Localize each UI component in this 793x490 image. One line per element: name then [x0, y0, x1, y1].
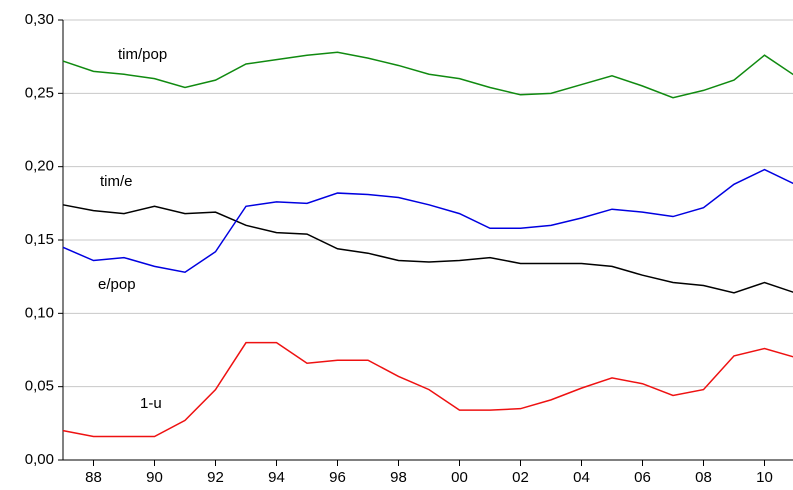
- x-tick-label: 90: [146, 469, 163, 486]
- x-tick-label: 00: [451, 469, 468, 486]
- series-label: tim/pop: [118, 46, 167, 63]
- x-tick-label: 10: [756, 469, 773, 486]
- y-tick-label: 0,10: [25, 304, 54, 321]
- x-tick-label: 92: [207, 469, 224, 486]
- series-line: [62, 51, 793, 99]
- series-label: e/pop: [98, 276, 136, 293]
- x-tick-label: 96: [329, 469, 346, 486]
- x-tick-label: 06: [634, 469, 651, 486]
- y-tick-label: 0,25: [25, 84, 54, 101]
- x-tick-label: 98: [390, 469, 407, 486]
- y-tick-label: 0,15: [25, 231, 54, 248]
- y-tick-label: 0,00: [25, 451, 54, 468]
- x-tick-label: 04: [573, 469, 590, 486]
- x-tick-label: 02: [512, 469, 529, 486]
- x-tick-label: 08: [695, 469, 712, 486]
- x-tick-label: 94: [268, 469, 285, 486]
- series-line: [62, 341, 793, 438]
- x-tick-label: 88: [85, 469, 102, 486]
- series-line: [62, 168, 793, 274]
- y-tick-label: 0,05: [25, 378, 54, 395]
- series-label: 1-u: [140, 395, 162, 412]
- series-line: [62, 204, 793, 294]
- y-tick-label: 0,20: [25, 158, 54, 175]
- y-tick-label: 0,30: [25, 11, 54, 28]
- series-label: tim/e: [100, 173, 133, 190]
